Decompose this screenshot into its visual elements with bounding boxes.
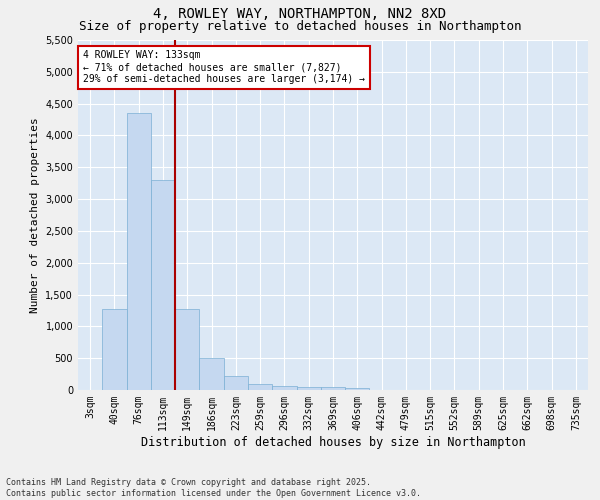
Bar (321, 388, 345, 390)
Bar (224, 376, 248, 390)
Text: 4, ROWLEY WAY, NORTHAMPTON, NN2 8XD: 4, ROWLEY WAY, NORTHAMPTON, NN2 8XD (154, 8, 446, 22)
Text: 4 ROWLEY WAY: 133sqm
← 71% of detached houses are smaller (7,827)
29% of semi-de: 4 ROWLEY WAY: 133sqm ← 71% of detached h… (83, 50, 365, 84)
Bar (296, 388, 321, 390)
X-axis label: Distribution of detached houses by size in Northampton: Distribution of detached houses by size … (140, 436, 526, 448)
Bar (102, 309, 127, 390)
Bar (199, 358, 224, 390)
Text: Contains HM Land Registry data © Crown copyright and database right 2025.
Contai: Contains HM Land Registry data © Crown c… (6, 478, 421, 498)
Bar (248, 384, 272, 390)
Bar (127, 113, 151, 390)
Bar (151, 180, 175, 390)
Text: Size of property relative to detached houses in Northampton: Size of property relative to detached ho… (79, 20, 521, 33)
Bar (175, 308, 199, 390)
Y-axis label: Number of detached properties: Number of detached properties (30, 117, 40, 313)
Bar (345, 388, 370, 390)
Bar (272, 386, 296, 390)
